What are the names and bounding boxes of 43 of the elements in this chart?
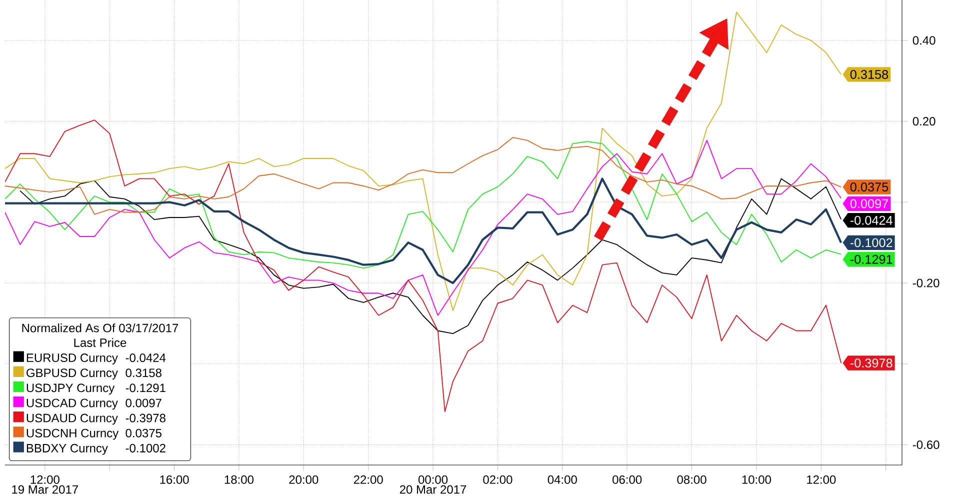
data-label: 0.3158 <box>850 70 888 79</box>
x-tick-label: 08:00 <box>677 475 706 484</box>
x-tick-label: 10:00 <box>742 475 771 484</box>
text: -0.3978 <box>126 414 166 422</box>
x-tick-label: 18:00 <box>224 475 254 484</box>
legend-label: GBPUSD Curncy <box>26 368 118 380</box>
data-label: -0.0424 <box>850 216 892 225</box>
text: 0.0097 <box>126 398 162 408</box>
legend-label: EURUSD Curncy <box>26 354 118 364</box>
x-tick-label: 00:00 <box>418 475 448 484</box>
x-tick-label: 22:00 <box>354 475 383 484</box>
text: 0.0375 <box>126 428 162 438</box>
text: -0.1291 <box>126 384 166 392</box>
x-tick-label: 12:00 <box>807 475 836 484</box>
y-tick-label: -0.60 <box>912 440 940 450</box>
text: 0.3158 <box>126 368 162 378</box>
x-tick-label: 06:00 <box>612 475 642 484</box>
line-series <box>5 141 842 269</box>
x-tick-label: 20:00 <box>289 475 318 484</box>
line-series <box>5 140 842 316</box>
data-label: -0.1002 <box>850 238 892 248</box>
legend-label: BBDXY Curncy <box>26 444 108 455</box>
data-label: 0.0097 <box>850 199 888 208</box>
y-tick-label: 0.20 <box>912 117 936 126</box>
text: -0.0424 <box>126 354 166 362</box>
legend-label: USDCAD Curncy <box>26 398 118 410</box>
x-tick-label: 04:00 <box>548 475 577 484</box>
x-tick-label: 12:00 <box>30 475 60 484</box>
annotation: Last Price <box>74 338 126 347</box>
legend-label: USDAUD Curncy <box>26 414 118 425</box>
legend-title: Normalized As Of 03/17/2017 <box>22 323 178 332</box>
x-tick-label: 02:00 <box>483 475 512 484</box>
legend-label: USDJPY Curncy <box>26 384 115 395</box>
x-tick-label: 16:00 <box>160 475 189 484</box>
legend-label: USDCNH Curncy <box>26 428 119 440</box>
y-tick-label: 0.40 <box>912 36 936 45</box>
data-label: 0.0375 <box>850 182 888 192</box>
text: 20 Mar 2017 <box>400 485 466 494</box>
data-label: -0.3978 <box>850 358 892 368</box>
data-label: -0.1291 <box>850 254 892 264</box>
text: -0.1002 <box>126 444 166 452</box>
text: 19 Mar 2017 <box>12 485 78 494</box>
y-tick-label: -0.20 <box>912 278 940 288</box>
